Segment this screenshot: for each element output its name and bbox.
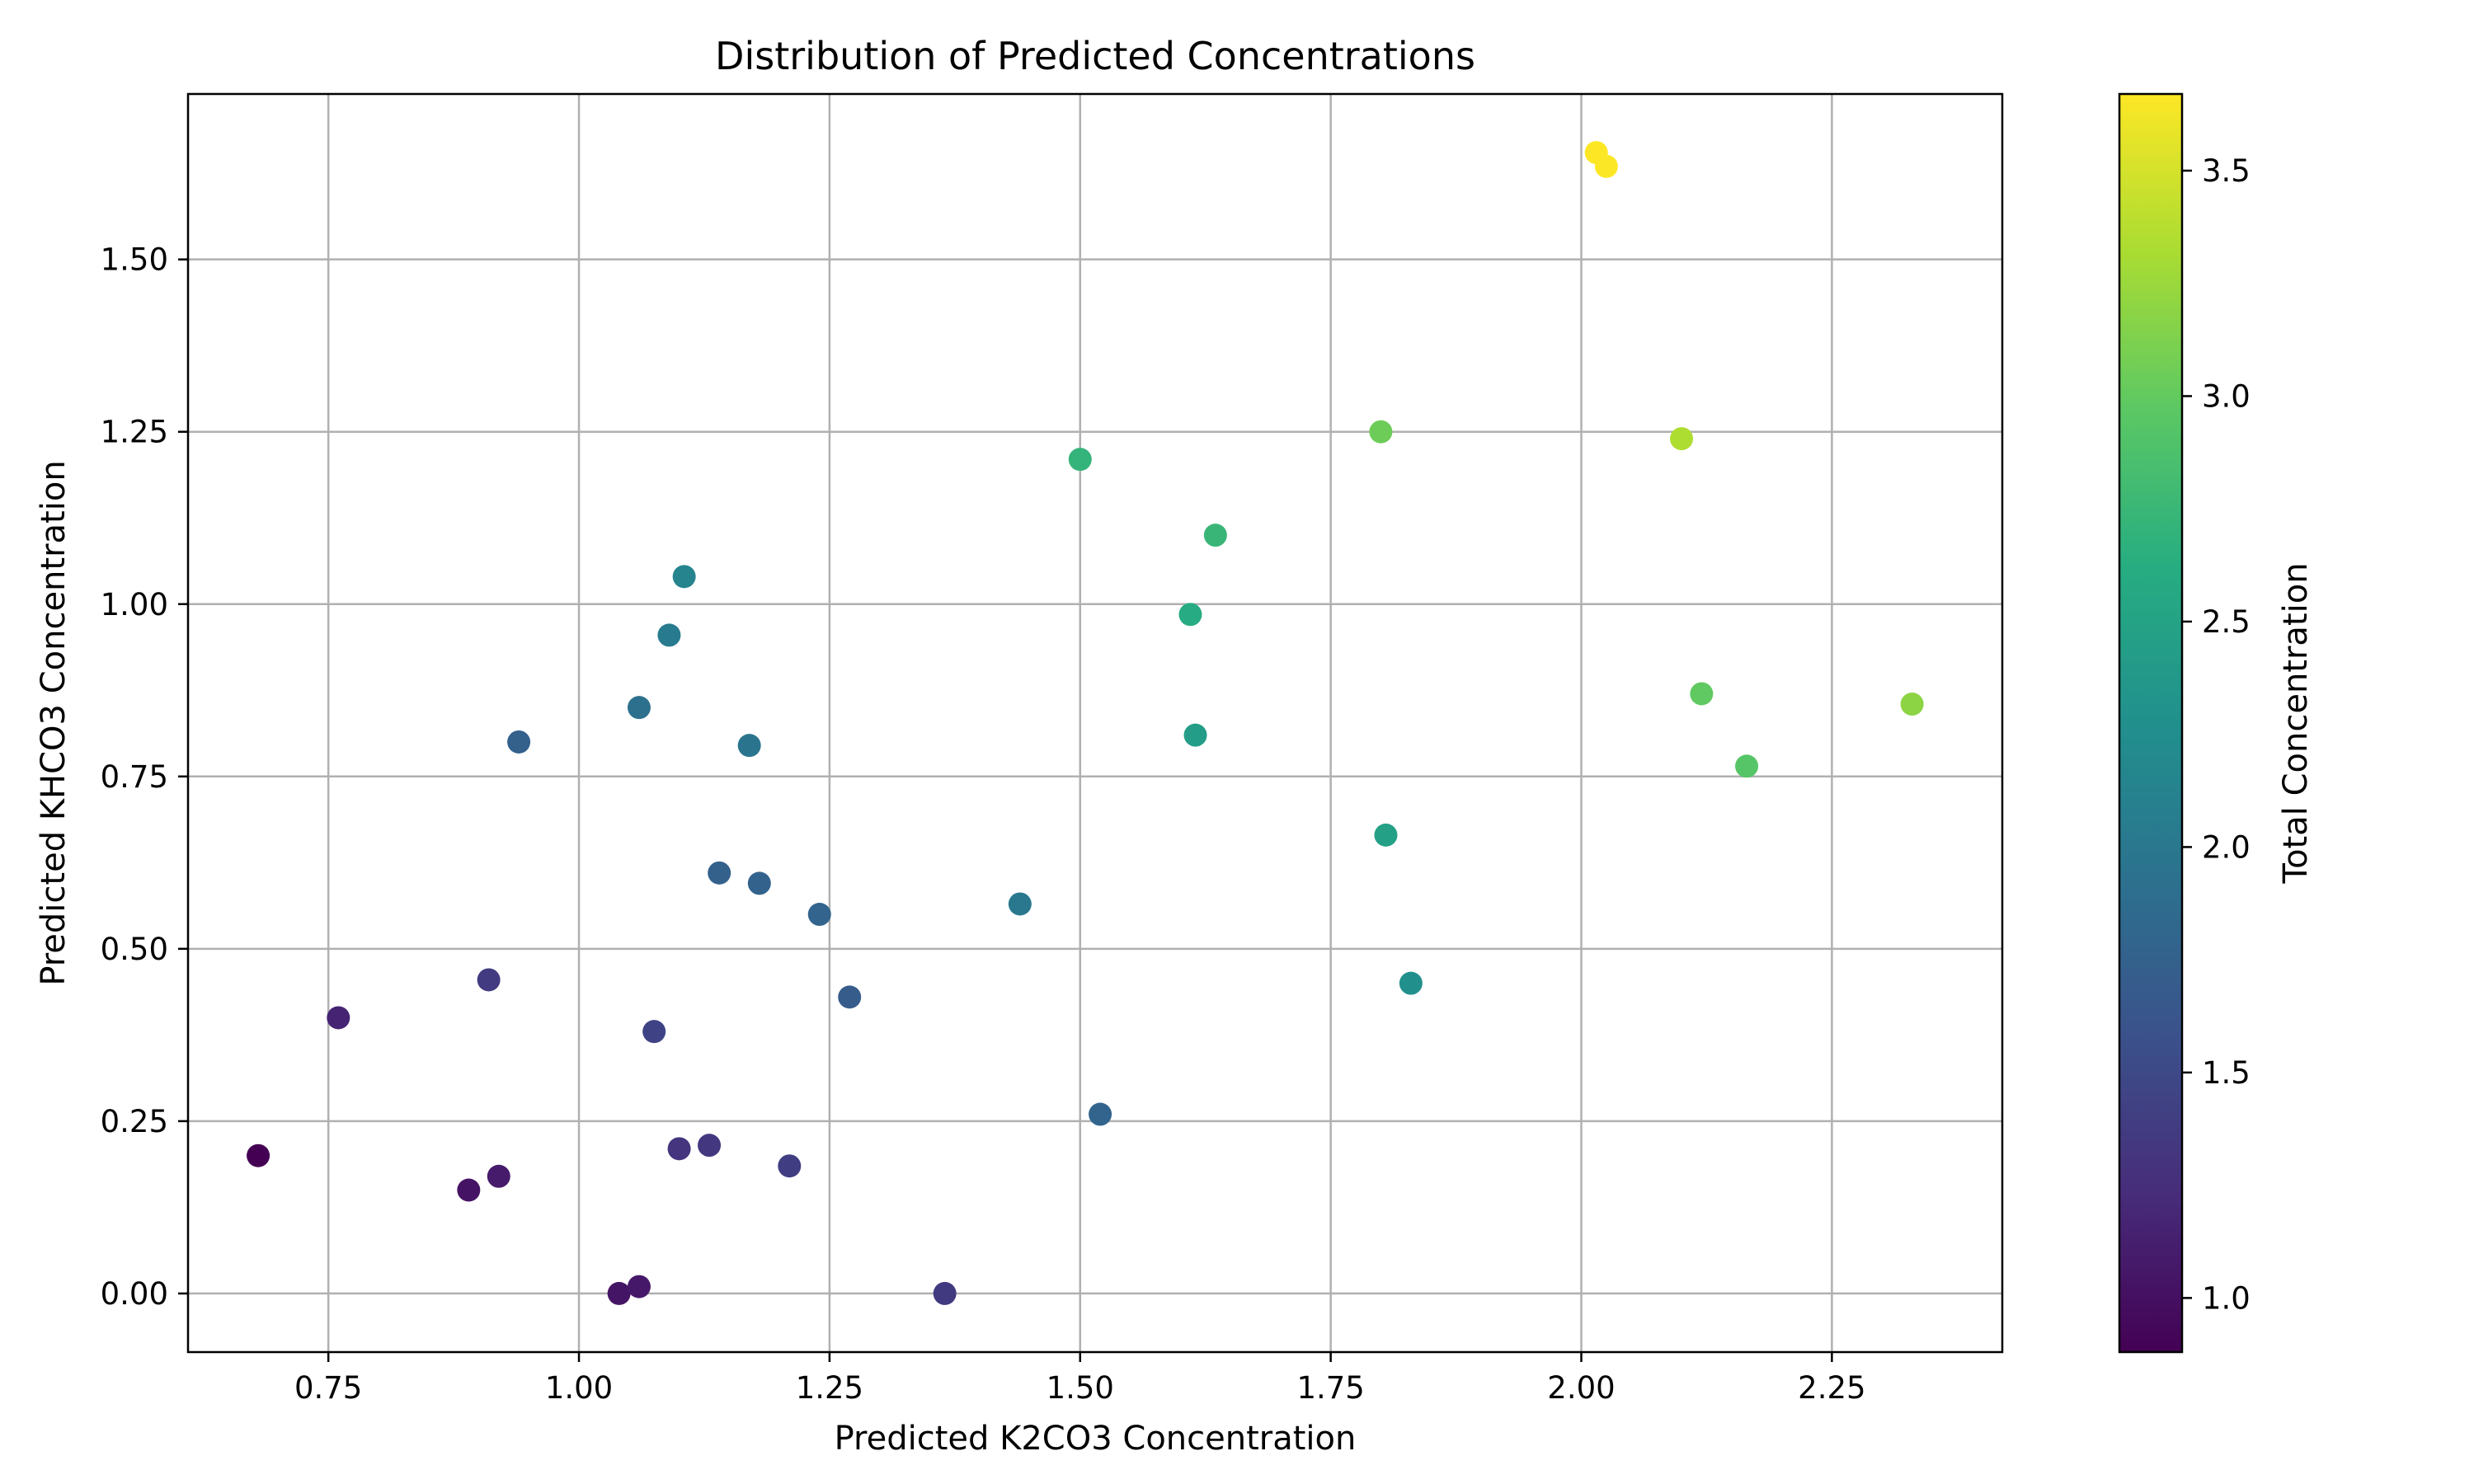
data-point bbox=[672, 565, 696, 589]
colorbar-tick-label: 1.5 bbox=[2202, 1055, 2251, 1091]
data-point bbox=[1900, 693, 1924, 716]
data-point bbox=[1374, 823, 1398, 847]
data-point bbox=[698, 1134, 722, 1158]
colorbar-ticks: 1.0 1.5 2.0 2.5 3.0 3.5 bbox=[2182, 153, 2251, 1316]
ticks-layer: 0.75 1.00 1.25 1.50 1.75 2.00 2.25 0.00 0.25 0.50… bbox=[101, 242, 1866, 1406]
data-point bbox=[1203, 524, 1227, 547]
colorbar-tick-label: 2.5 bbox=[2202, 604, 2251, 640]
y-tick-label: 0.50 bbox=[101, 932, 168, 967]
data-point bbox=[737, 734, 761, 758]
x-tick-label: 0.75 bbox=[294, 1370, 362, 1406]
x-tick-label: 2.25 bbox=[1798, 1370, 1865, 1406]
data-point bbox=[1089, 1102, 1112, 1126]
colorbar-tick-label: 2.0 bbox=[2202, 829, 2251, 865]
y-tick-label: 1.50 bbox=[101, 242, 168, 278]
data-point bbox=[607, 1281, 631, 1305]
x-tick-label: 1.00 bbox=[545, 1370, 613, 1406]
data-point bbox=[667, 1137, 691, 1161]
data-point bbox=[642, 1020, 666, 1044]
data-point bbox=[1369, 420, 1393, 444]
colorbar-tick-label: 3.0 bbox=[2202, 378, 2251, 414]
y-axis-label: Predicted KHCO3 Concentration bbox=[35, 460, 73, 985]
colorbar-label: Total Concentration bbox=[2277, 562, 2315, 884]
colorbar-tick-label: 3.5 bbox=[2202, 153, 2251, 189]
data-point bbox=[657, 623, 681, 647]
data-point bbox=[1594, 154, 1618, 178]
data-point bbox=[807, 903, 831, 927]
data-point bbox=[747, 871, 771, 895]
data-point bbox=[457, 1178, 481, 1202]
x-axis-label: Predicted K2CO3 Concentration bbox=[835, 1420, 1357, 1458]
x-tick-label: 1.25 bbox=[796, 1370, 863, 1406]
grid-layer bbox=[188, 94, 2002, 1352]
x-tick-label: 2.00 bbox=[1547, 1370, 1615, 1406]
data-point bbox=[1008, 892, 1032, 916]
colorbar bbox=[2118, 92, 2184, 1354]
y-tick-label: 1.25 bbox=[101, 415, 168, 450]
y-tick-label: 1.00 bbox=[101, 587, 168, 622]
data-point bbox=[933, 1281, 957, 1305]
colorbar-tick-label: 1.0 bbox=[2202, 1280, 2251, 1316]
data-point bbox=[247, 1144, 270, 1167]
data-point bbox=[1690, 682, 1714, 706]
y-tick-label: 0.25 bbox=[101, 1104, 168, 1139]
y-tick-label: 0.00 bbox=[101, 1276, 168, 1312]
data-point bbox=[838, 985, 862, 1009]
data-point bbox=[627, 696, 651, 720]
data-point bbox=[507, 730, 531, 754]
data-point bbox=[327, 1006, 350, 1030]
x-tick-label: 1.75 bbox=[1296, 1370, 1364, 1406]
points-layer bbox=[247, 141, 1924, 1305]
data-point bbox=[477, 968, 501, 992]
y-tick-label: 0.75 bbox=[101, 759, 168, 795]
plot-frame bbox=[186, 92, 2004, 1354]
data-point bbox=[487, 1164, 510, 1188]
data-point bbox=[1068, 448, 1092, 472]
data-point bbox=[708, 861, 731, 885]
data-point bbox=[627, 1275, 651, 1298]
data-point bbox=[1670, 427, 1694, 451]
data-point bbox=[1399, 971, 1423, 995]
data-point bbox=[1735, 754, 1759, 778]
chart-title: Distribution of Predicted Concentrations bbox=[715, 34, 1475, 78]
x-tick-label: 1.50 bbox=[1047, 1370, 1114, 1406]
data-point bbox=[1178, 603, 1202, 627]
data-point bbox=[778, 1154, 802, 1178]
data-point bbox=[1183, 723, 1207, 747]
